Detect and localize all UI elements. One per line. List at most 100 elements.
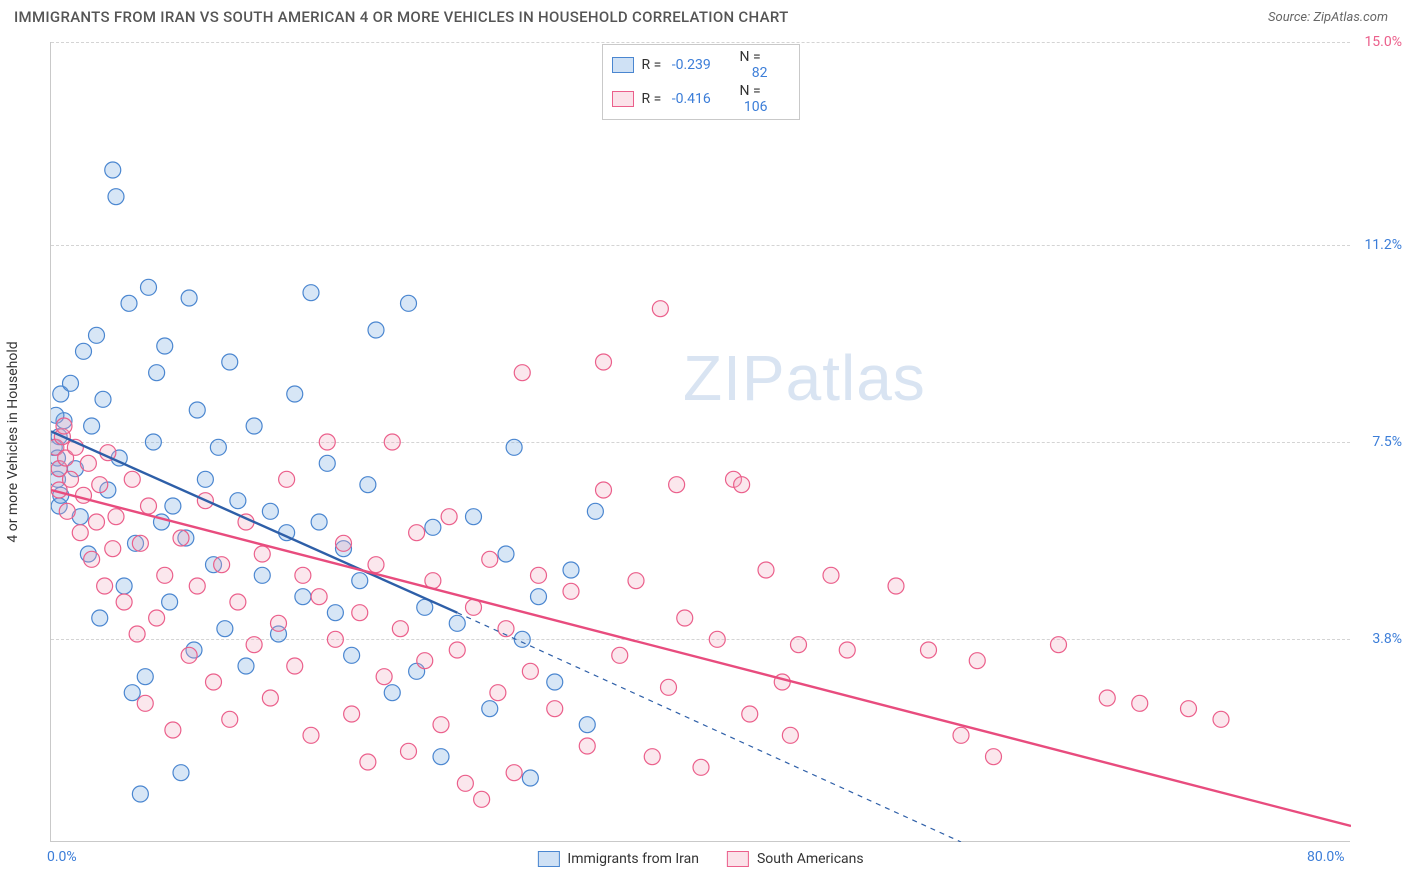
scatter-point-south_american xyxy=(319,434,335,450)
scatter-point-south_american xyxy=(149,610,165,626)
scatter-point-south_american xyxy=(953,727,969,743)
scatter-point-iran xyxy=(141,279,157,295)
scatter-point-south_american xyxy=(742,706,758,722)
scatter-point-iran xyxy=(246,418,262,434)
scatter-point-south_american xyxy=(474,791,490,807)
scatter-point-iran xyxy=(563,562,579,578)
scatter-point-south_american xyxy=(116,594,132,610)
scatter-point-south_american xyxy=(129,626,145,642)
scatter-point-south_american xyxy=(612,647,628,663)
y-tick-label: 3.8% xyxy=(1354,631,1402,647)
scatter-point-south_american xyxy=(1213,711,1229,727)
scatter-point-south_american xyxy=(506,765,522,781)
legend-r-value: -0.416 xyxy=(665,91,711,107)
chart-source: Source: ZipAtlas.com xyxy=(1268,10,1388,25)
legend-item-iran: Immigrants from Iran xyxy=(537,851,699,867)
scatter-point-iran xyxy=(84,418,100,434)
scatter-point-south_american xyxy=(303,727,319,743)
scatter-point-south_american xyxy=(368,557,384,573)
scatter-point-south_american xyxy=(92,477,108,493)
scatter-point-south_american xyxy=(628,573,644,589)
scatter-point-south_american xyxy=(97,578,113,594)
scatter-point-south_american xyxy=(214,557,230,573)
scatter-point-iran xyxy=(162,594,178,610)
scatter-point-iran xyxy=(531,589,547,605)
legend-swatch-south_american xyxy=(727,851,749,867)
scatter-point-iran xyxy=(579,717,595,733)
scatter-point-iran xyxy=(506,439,522,455)
scatter-point-iran xyxy=(145,434,161,450)
legend-swatch-iran xyxy=(537,851,559,867)
scatter-point-south_american xyxy=(1051,637,1067,653)
source-label: Source: xyxy=(1268,10,1313,25)
scatter-point-south_american xyxy=(165,722,181,738)
scatter-point-iran xyxy=(116,578,132,594)
scatter-point-south_american xyxy=(327,631,343,647)
legend-r-value: -0.239 xyxy=(665,57,711,73)
scatter-point-south_american xyxy=(287,658,303,674)
scatter-point-south_american xyxy=(531,567,547,583)
scatter-point-iran xyxy=(287,386,303,402)
scatter-point-south_american xyxy=(105,541,121,557)
scatter-point-iran xyxy=(173,765,189,781)
scatter-point-south_american xyxy=(433,717,449,733)
scatter-point-iran xyxy=(319,455,335,471)
scatter-point-south_american xyxy=(311,589,327,605)
scatter-point-iran xyxy=(157,338,173,354)
scatter-point-south_american xyxy=(482,551,498,567)
scatter-point-iran xyxy=(76,343,92,359)
scatter-point-south_american xyxy=(522,663,538,679)
scatter-point-iran xyxy=(149,365,165,381)
scatter-point-south_american xyxy=(376,669,392,685)
scatter-point-iran xyxy=(514,631,530,647)
scatter-point-south_american xyxy=(392,621,408,637)
plot-area: 4 or more Vehicles in Household ZIPatlas… xyxy=(50,42,1350,842)
scatter-point-south_american xyxy=(791,637,807,653)
legend-r-label: R = -0.416 xyxy=(642,91,732,107)
scatter-point-south_american xyxy=(823,567,839,583)
scatter-point-iran xyxy=(311,514,327,530)
scatter-point-south_american xyxy=(547,701,563,717)
scatter-point-south_american xyxy=(157,567,173,583)
scatter-point-iran xyxy=(230,493,246,509)
scatter-point-iran xyxy=(132,786,148,802)
scatter-point-south_american xyxy=(669,477,685,493)
scatter-point-south_american xyxy=(661,679,677,695)
scatter-point-south_american xyxy=(124,471,140,487)
scatter-point-south_american xyxy=(457,775,473,791)
scatter-point-iran xyxy=(189,402,205,418)
legend-label-south_american: South Americans xyxy=(757,851,864,867)
scatter-point-iran xyxy=(482,701,498,717)
source-name: ZipAtlas.com xyxy=(1313,10,1388,25)
scatter-point-south_american xyxy=(141,498,157,514)
chart-title: IMMIGRANTS FROM IRAN VS SOUTH AMERICAN 4… xyxy=(14,8,789,26)
scatter-point-south_american xyxy=(254,546,270,562)
scatter-point-south_american xyxy=(401,743,417,759)
legend-stat-row-south_american: R = -0.416N = 106 xyxy=(609,82,793,116)
scatter-point-south_american xyxy=(839,642,855,658)
legend-series: Immigrants from Iran South Americans xyxy=(537,851,863,867)
scatter-point-iran xyxy=(401,295,417,311)
scatter-point-iran xyxy=(95,391,111,407)
scatter-point-iran xyxy=(352,573,368,589)
scatter-point-south_american xyxy=(189,578,205,594)
scatter-point-iran xyxy=(433,749,449,765)
legend-n-label: N = 82 xyxy=(740,49,790,81)
scatter-point-iran xyxy=(137,669,153,685)
scatter-point-iran xyxy=(360,477,376,493)
legend-swatch-south_american xyxy=(612,91,634,107)
scatter-point-iran xyxy=(197,471,213,487)
scatter-point-south_american xyxy=(449,642,465,658)
scatter-point-south_american xyxy=(596,482,612,498)
scatter-point-iran xyxy=(108,189,124,205)
scatter-point-south_american xyxy=(89,514,105,530)
legend-n-value: 82 xyxy=(740,65,768,81)
y-axis-label: 4 or more Vehicles in Household xyxy=(5,341,21,542)
scatter-point-iran xyxy=(217,621,233,637)
scatter-point-south_american xyxy=(63,471,79,487)
legend-r-label: R = -0.239 xyxy=(642,57,732,73)
scatter-point-iran xyxy=(303,285,319,301)
scatter-point-iran xyxy=(124,685,140,701)
scatter-point-south_american xyxy=(734,477,750,493)
scatter-point-iran xyxy=(63,375,79,391)
